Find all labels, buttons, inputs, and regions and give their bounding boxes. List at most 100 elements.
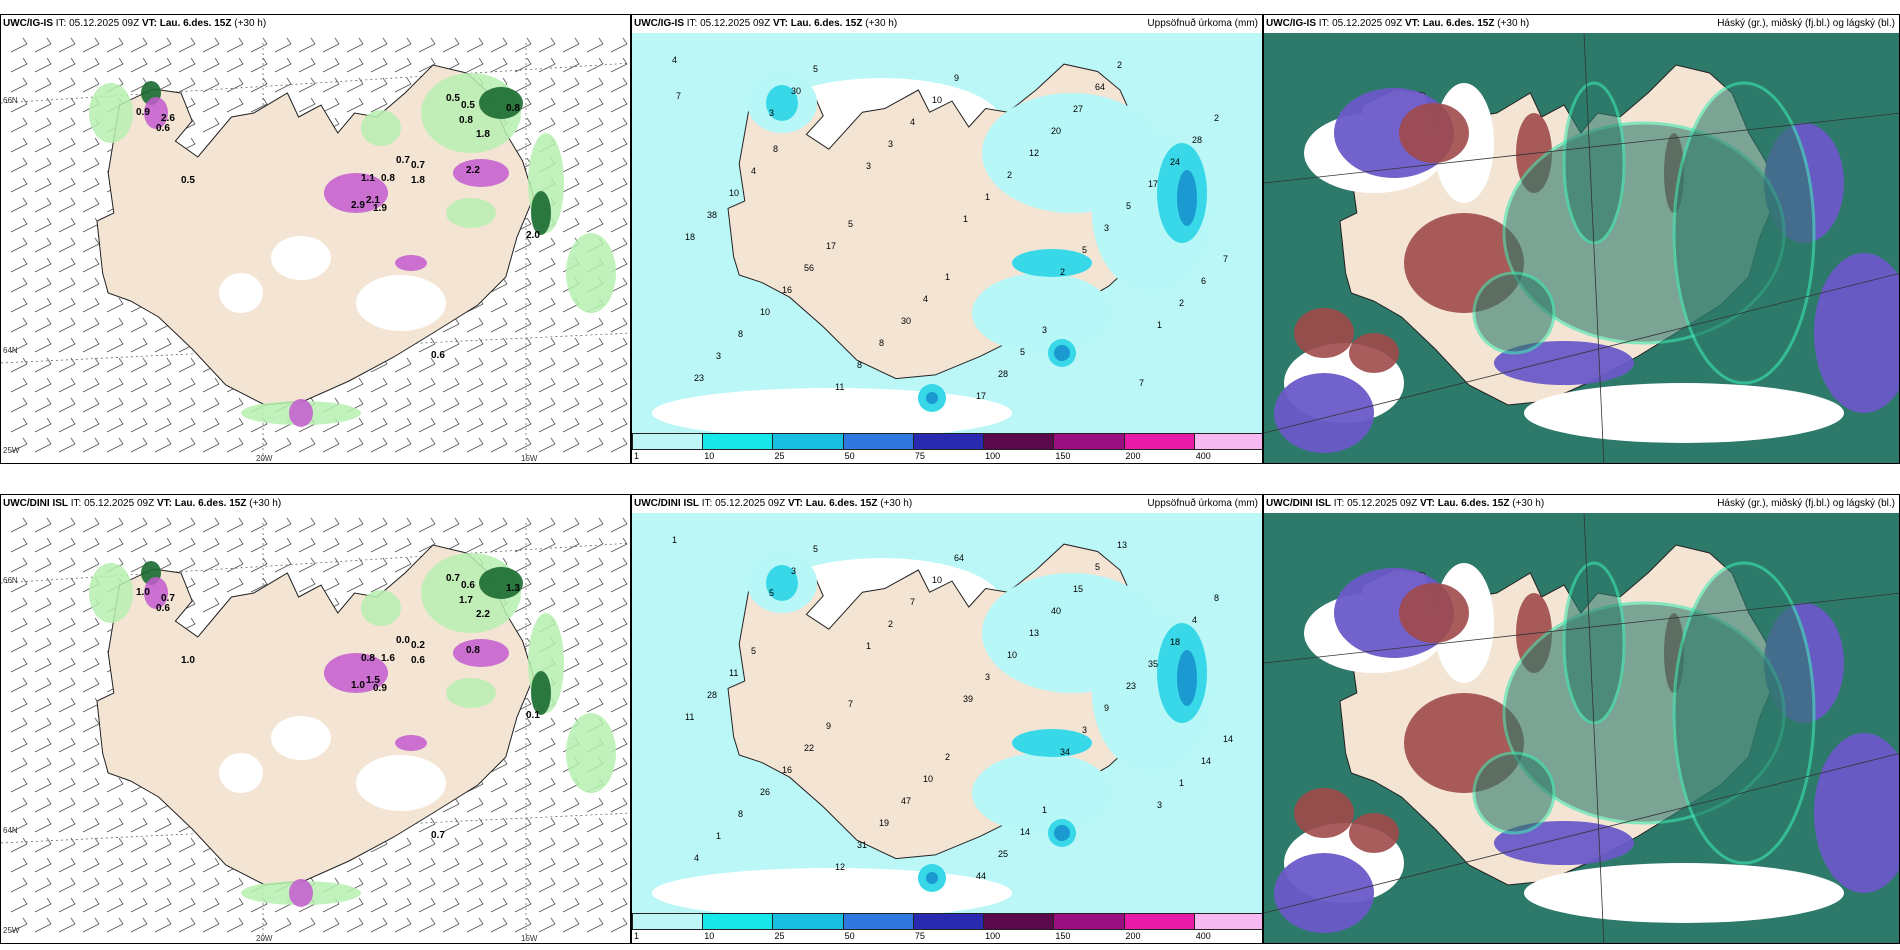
- wind-barb: [154, 517, 172, 533]
- wind-barb: [538, 377, 556, 393]
- wind-barb: [34, 917, 52, 933]
- barb-shaft: [466, 43, 484, 53]
- barb-shaft: [586, 603, 604, 613]
- barb-flag: [382, 557, 388, 565]
- wind-barb: [586, 37, 604, 53]
- barb-shaft: [34, 103, 52, 113]
- barb-shaft: [490, 783, 508, 793]
- wind-barb: [58, 97, 76, 113]
- barb-flag: [622, 197, 628, 205]
- barb-shaft: [562, 683, 580, 693]
- barb-flag: [310, 97, 316, 105]
- barb-shaft: [154, 863, 172, 873]
- barb-flag: [574, 397, 580, 405]
- wind-barb: [586, 597, 604, 613]
- barb-flag: [430, 37, 436, 45]
- barb-flag: [118, 437, 124, 445]
- barb-shaft: [322, 443, 340, 453]
- wind-barb: [562, 57, 580, 73]
- barb-shaft: [106, 423, 124, 433]
- wind-barb: [490, 317, 508, 333]
- wind-barb: [490, 437, 508, 453]
- barb-shaft: [202, 423, 220, 433]
- wind-barb: [418, 37, 436, 53]
- barb-shaft: [34, 283, 52, 293]
- wind-barb: [538, 117, 556, 133]
- barb-shaft: [322, 83, 340, 93]
- wind-barb: [178, 537, 196, 553]
- barb-flag: [430, 57, 436, 65]
- barb-shaft: [514, 143, 532, 153]
- wind-barb: [82, 897, 100, 913]
- barb-flag: [550, 517, 556, 525]
- wind-barb: [514, 857, 532, 873]
- wind-barb: [202, 577, 220, 593]
- barb-flag: [46, 257, 52, 265]
- barb-flag: [598, 317, 604, 325]
- barb-flag: [70, 557, 76, 565]
- barb-shaft: [322, 543, 340, 553]
- wind-barb: [514, 117, 532, 133]
- barb-shaft: [370, 383, 388, 393]
- barb-shaft: [82, 523, 100, 533]
- wind-barb: [466, 37, 484, 53]
- precip-purple-area: [324, 173, 388, 213]
- wind-barb: [154, 837, 172, 853]
- wind-barb: [82, 517, 100, 533]
- precip-value-label: 4: [672, 55, 677, 65]
- precip-green-area: [566, 233, 616, 313]
- barb-shaft: [586, 103, 604, 113]
- barb-shaft: [442, 383, 460, 393]
- barb-flag: [190, 437, 196, 445]
- wind-value-label: 0.6: [431, 350, 445, 361]
- barb-shaft: [106, 63, 124, 73]
- wind-barb: [514, 437, 532, 453]
- wind-barb: [586, 377, 604, 393]
- wind-barb: [562, 397, 580, 413]
- barb-shaft: [442, 523, 460, 533]
- barb-flag: [118, 37, 124, 45]
- barb-flag: [526, 757, 532, 765]
- precip-value-label: 3: [888, 139, 893, 149]
- precip-value-label: 2: [1007, 170, 1012, 180]
- barb-flag: [310, 77, 316, 85]
- barb-shaft: [538, 283, 556, 293]
- precip-high-area: [1054, 825, 1070, 841]
- barb-shaft: [562, 563, 580, 573]
- barb-flag: [550, 357, 556, 365]
- wind-barb: [418, 397, 436, 413]
- barb-flag: [502, 57, 508, 65]
- wind-barb: [514, 737, 532, 753]
- wind-barb: [562, 357, 580, 373]
- barb-flag: [310, 537, 316, 545]
- barb-flag: [70, 117, 76, 125]
- wind-barb: [562, 117, 580, 133]
- graticule-line: [1264, 112, 1899, 184]
- wind-barb: [562, 37, 580, 53]
- barb-shaft: [178, 563, 196, 573]
- barb-shaft: [202, 863, 220, 873]
- barb-shaft: [370, 403, 388, 413]
- barb-flag: [622, 897, 628, 905]
- wind-barb: [10, 417, 28, 433]
- barb-shaft: [610, 83, 628, 93]
- barb-shaft: [370, 903, 388, 913]
- precip-light-area: [972, 753, 1112, 833]
- barb-flag: [574, 517, 580, 525]
- barb-flag: [550, 97, 556, 105]
- barb-shaft: [274, 63, 292, 73]
- barb-flag: [598, 97, 604, 105]
- wind-barb: [82, 817, 100, 833]
- wind-barb: [442, 337, 460, 353]
- barb-flag: [238, 517, 244, 525]
- barb-shaft: [442, 443, 460, 453]
- barb-flag: [46, 197, 52, 205]
- barb-flag: [550, 317, 556, 325]
- barb-shaft: [10, 723, 28, 733]
- wind-barb: [610, 917, 628, 933]
- wind-map-panel-row1: UWC/IG-IS IT: 05.12.2025 09Z VT: Lau. 6.…: [0, 14, 631, 464]
- barb-flag: [526, 857, 532, 865]
- barb-shaft: [58, 523, 76, 533]
- barb-shaft: [490, 903, 508, 913]
- precip-dark-area: [531, 671, 551, 715]
